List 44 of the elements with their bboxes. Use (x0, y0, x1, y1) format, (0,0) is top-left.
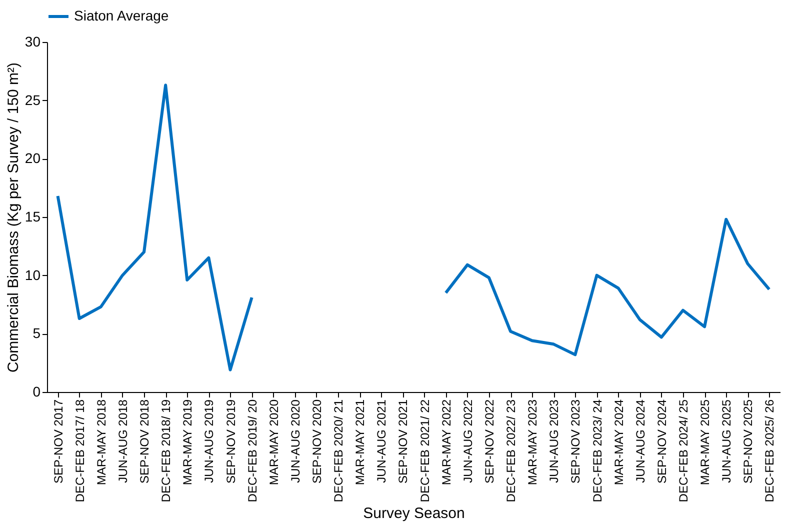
x-tick-label: SEP-NOV 2023 (568, 399, 583, 484)
x-tick-label: MAR-MAY 2021 (353, 399, 368, 486)
x-tick-label: MAR-MAY 2025 (698, 399, 712, 486)
x-tick-label: JUN-AUG 2024 (633, 399, 648, 483)
y-tick-label: 10 (24, 266, 41, 283)
x-tick-label: DEC-FEB 2021/ 22 (418, 399, 432, 502)
x-tick-label: JUN-AUG 2018 (116, 399, 130, 483)
y-tick-label: 30 (24, 34, 41, 50)
y-tick-label: 5 (32, 325, 41, 342)
x-tick-label: MAR-MAY 2018 (94, 399, 108, 486)
x-tick-label: JUN-AUG 2025 (720, 399, 734, 483)
x-tick-label: MAR-MAY 2023 (526, 399, 540, 486)
legend-label: Siaton Average (74, 8, 169, 24)
x-tick-label: DEC-FEB 2025/ 26 (762, 399, 777, 502)
x-tick-label: JUN-AUG 2022 (460, 399, 475, 483)
x-tick-label: JUN-AUG 2020 (288, 399, 302, 483)
y-tick-label: 20 (24, 150, 41, 166)
x-tick-label: SEP-NOV 2022 (482, 399, 496, 484)
y-tick-label: 25 (24, 92, 41, 108)
x-tick-label: DEC-FEB 2019/ 20 (245, 399, 260, 502)
x-tick-label: MAR-MAY 2024 (612, 399, 626, 486)
x-tick-label: SEP-NOV 2025 (741, 399, 756, 484)
x-tick-label: DEC-FEB 2022/ 23 (504, 399, 518, 502)
x-tick-label: JUN-AUG 2023 (547, 399, 562, 483)
x-tick-label: DEC-FEB 2018/ 19 (159, 399, 174, 502)
y-tick-label: 15 (24, 208, 41, 224)
x-tick-label: MAR-MAY 2019 (180, 399, 195, 486)
y-tick-label: 0 (32, 384, 41, 400)
x-tick-label: DEC-FEB 2020/ 21 (332, 399, 346, 502)
x-tick-label: DEC-FEB 2023/ 24 (590, 399, 604, 502)
x-tick-label: SEP-NOV 2020 (310, 399, 324, 484)
x-tick-label: JUN-AUG 2021 (374, 399, 389, 483)
x-tick-label: SEP-NOV 2021 (396, 399, 410, 484)
y-axis-title: Commercial Biomass (Kg per Survey / 150 m²) (4, 62, 22, 373)
x-tick-label: MAR-MAY 2020 (266, 399, 281, 486)
x-tick-label: SEP-NOV 2018 (138, 399, 152, 484)
x-tick-label: DEC-FEB 2024/ 25 (676, 399, 690, 502)
x-tick-label: SEP-NOV 2024 (654, 399, 669, 484)
x-tick-label: MAR-MAY 2022 (439, 399, 454, 486)
x-tick-label: SEP-NOV 2019 (224, 399, 238, 484)
x-tick-label: DEC-FEB 2017/ 18 (72, 399, 87, 502)
x-tick-label: SEP-NOV 2017 (51, 399, 66, 484)
x-tick-label: JUN-AUG 2019 (202, 399, 216, 483)
x-axis-title: Survey Season (363, 505, 465, 522)
